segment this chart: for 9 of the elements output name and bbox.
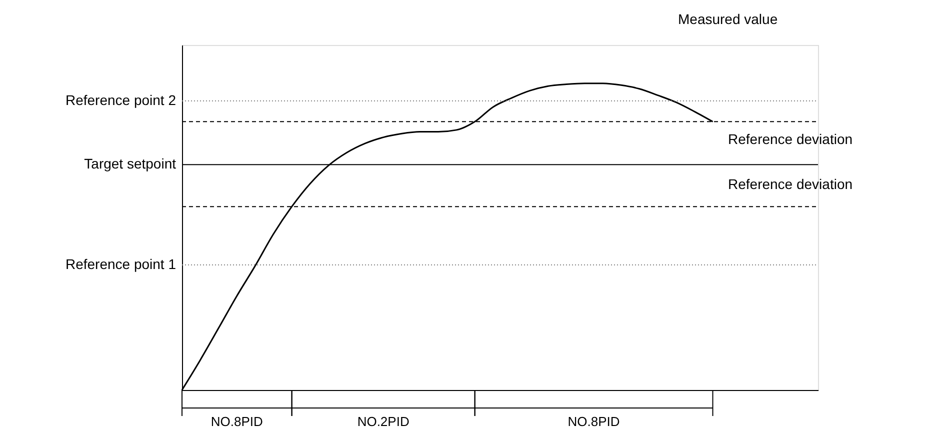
text: NO.8PID xyxy=(568,414,620,429)
text: Reference deviation xyxy=(728,131,853,147)
ref-line-label: Target setpoint xyxy=(84,156,176,172)
ref-line-label: Reference point 1 xyxy=(65,256,176,272)
text: NO.2PID xyxy=(357,414,410,429)
text: Reference deviation xyxy=(728,176,853,192)
text: Measured value xyxy=(678,11,778,27)
ref-line-label: Reference point 2 xyxy=(65,92,176,108)
text: NO.8PID xyxy=(210,414,263,429)
